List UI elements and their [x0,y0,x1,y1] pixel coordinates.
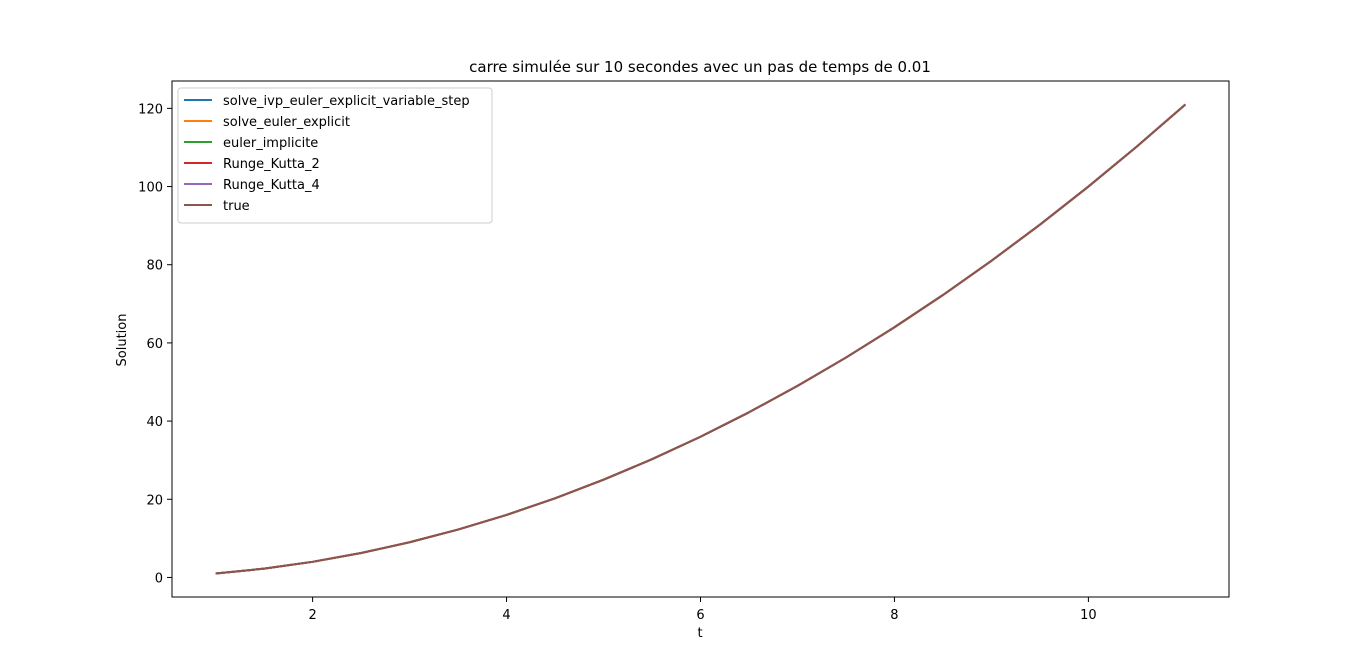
y-tick-label: 120 [138,102,163,117]
legend-label: solve_euler_explicit [223,115,350,130]
x-tick-label: 10 [1080,608,1097,623]
legend-label: euler_implicite [223,136,318,151]
x-axis-label: t [697,626,702,641]
legend-label: solve_ivp_euler_explicit_variable_step [223,94,470,109]
legend-label: Runge_Kutta_2 [223,157,320,172]
x-tick-label: 8 [890,608,898,623]
y-tick-label: 40 [146,415,163,430]
legend-label: true [223,199,250,214]
x-tick-label: 2 [308,608,316,623]
legend: solve_ivp_euler_explicit_variable_stepso… [177,87,493,224]
legend-box [177,87,493,224]
y-tick-label: 20 [146,493,163,508]
y-tick-label: 0 [155,571,163,586]
x-tick-label: 6 [696,608,704,623]
chart-title: carre simulée sur 10 secondes avec un pa… [469,58,931,76]
x-tick-label: 4 [502,608,510,623]
plot-area [215,103,1187,575]
legend-label: Runge_Kutta_4 [223,178,320,193]
y-axis-label: Solution [115,314,130,367]
y-tick-label: 80 [146,259,163,274]
series-line-true [215,103,1187,575]
series-lines [215,103,1187,575]
y-tick-label: 100 [138,181,163,196]
y-tick-label: 60 [146,337,163,352]
